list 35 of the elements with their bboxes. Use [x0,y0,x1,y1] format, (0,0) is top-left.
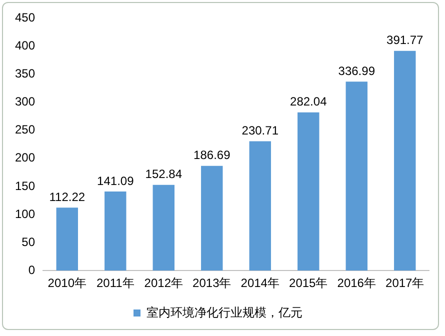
y-tick-label: 450 [14,10,36,25]
data-label: 112.22 [49,190,86,204]
y-tick-label: 150 [14,178,36,193]
bar [152,184,174,271]
x-tick-label: 2014年 [240,276,280,290]
data-label: 152.84 [145,167,182,182]
bar [346,82,368,271]
y-tick-label: 0 [28,262,36,277]
x-tick-label: 2012年 [144,276,183,290]
x-tick-label: 2015年 [289,276,328,290]
y-tick-label: 400 [14,38,36,53]
bar [394,50,416,271]
x-tick-label: 2013年 [192,276,232,290]
y-tick-label: 300 [14,94,36,109]
legend-label: 室内环境净化行业规模，亿元 [146,305,302,320]
data-label: 336.99 [338,64,376,78]
x-tick-label: 2010年 [48,276,86,290]
y-tick-label: 350 [14,66,36,81]
y-tick-label: 250 [14,122,36,137]
y-tick-label: 200 [14,150,36,165]
bar [201,166,223,271]
bar [249,141,271,271]
data-label: 186.69 [194,148,231,162]
x-tick-label: 2016年 [337,276,376,290]
y-tick-label: 100 [14,206,36,221]
x-tick-label: 2017年 [386,276,424,290]
y-tick-label: 50 [22,234,36,249]
data-label: 391.77 [386,33,424,48]
data-label: 141.09 [97,174,134,188]
data-label: 230.71 [242,124,279,138]
bar [298,112,320,271]
data-label: 282.04 [290,94,328,109]
bar [104,191,126,271]
bar [56,208,78,271]
x-tick-label: 2011年 [96,276,134,290]
